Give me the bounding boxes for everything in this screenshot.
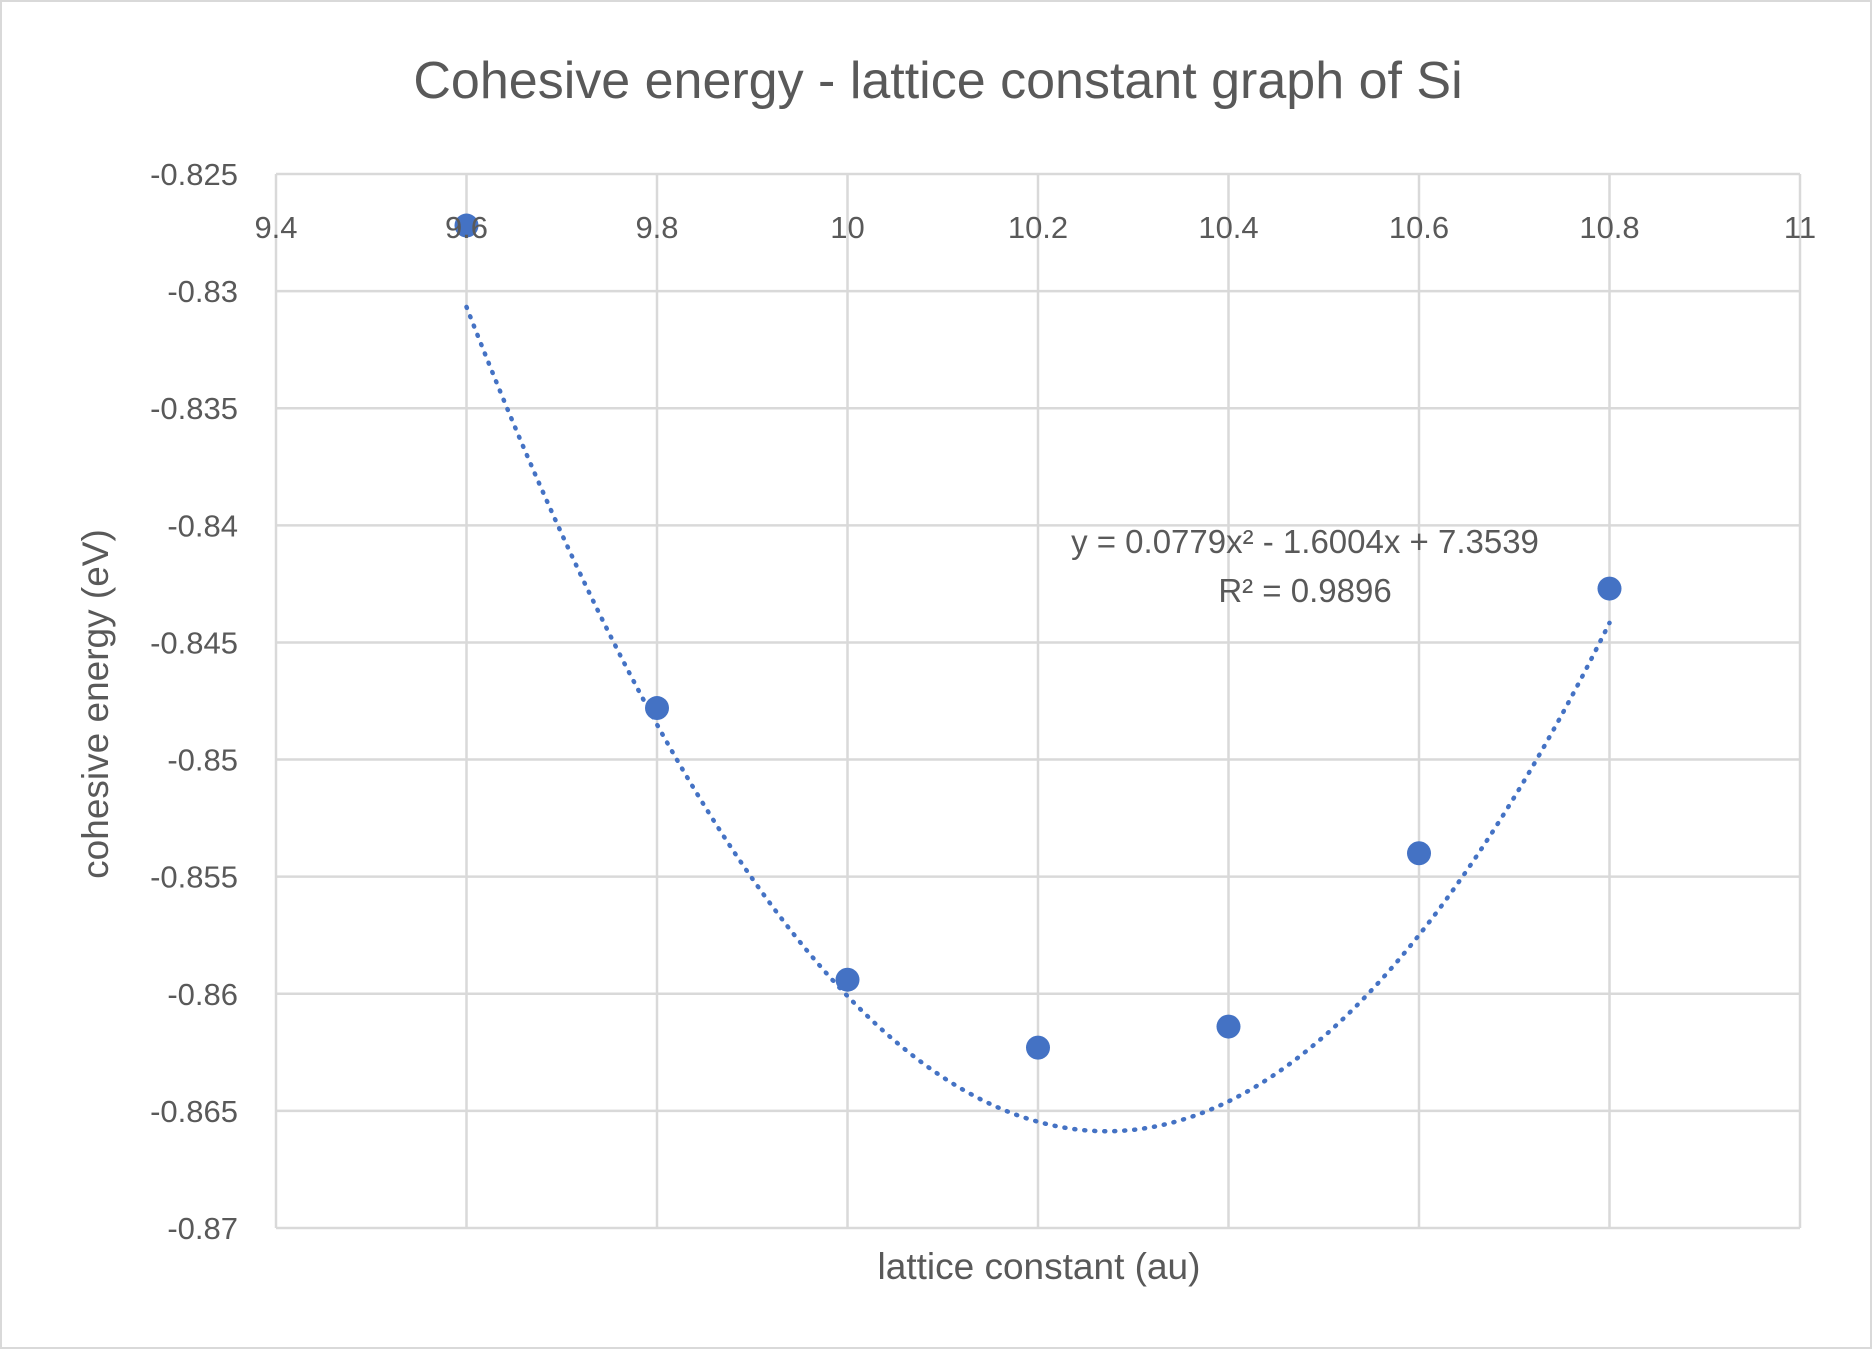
- x-tick-label: 10.8: [1579, 210, 1639, 245]
- data-point: [1597, 576, 1622, 601]
- trendline-equation: y = 0.0779x² - 1.6004x + 7.3539: [1071, 523, 1539, 560]
- trendline-r-squared: R² = 0.9896: [1218, 572, 1391, 609]
- x-tick-label: 10.6: [1389, 210, 1449, 245]
- y-tick-label: -0.865: [150, 1094, 238, 1129]
- y-tick-label: -0.87: [167, 1211, 238, 1246]
- y-tick-label: -0.83: [167, 274, 238, 309]
- y-tick-label: -0.835: [150, 391, 238, 426]
- y-tick-label: -0.855: [150, 860, 238, 895]
- x-tick-label: 11: [1784, 210, 1816, 245]
- x-tick-label: 10.4: [1198, 210, 1258, 245]
- data-point: [1216, 1014, 1241, 1039]
- y-tick-label: -0.845: [150, 625, 238, 660]
- y-axis-title: cohesive energy (eV): [75, 529, 116, 879]
- x-axis-title: lattice constant (au): [878, 1246, 1201, 1287]
- y-tick-labels: -0.825 -0.83 -0.835 -0.84 -0.845 -0.85 -0.855 -…: [150, 157, 238, 1246]
- points-layer: [454, 213, 1622, 1060]
- y-tick-label: -0.85: [167, 743, 238, 778]
- chart-title: Cohesive energy - lattice constant graph…: [413, 52, 1462, 110]
- x-tick-label: 10.2: [1008, 210, 1068, 245]
- data-point: [645, 696, 669, 721]
- y-tick-label: -0.84: [167, 508, 238, 543]
- data-point: [454, 213, 479, 238]
- x-tick-label: 9.6: [445, 210, 488, 245]
- data-point: [1407, 841, 1431, 866]
- y-tick-label: -0.825: [150, 157, 238, 192]
- y-tick-label: -0.86: [167, 977, 238, 1012]
- grid-layer: [274, 172, 1802, 1230]
- x-tick-label: 9.4: [254, 210, 297, 245]
- data-point: [835, 967, 860, 992]
- data-point: [1026, 1035, 1050, 1060]
- x-tick-labels: 9.4 9.6 9.8 10 10.2 10.4 10.6 10.8 11: [254, 210, 1816, 245]
- trendline: [464, 304, 1612, 1134]
- x-tick-label: 9.8: [635, 210, 678, 245]
- x-tick-label: 10: [830, 210, 864, 245]
